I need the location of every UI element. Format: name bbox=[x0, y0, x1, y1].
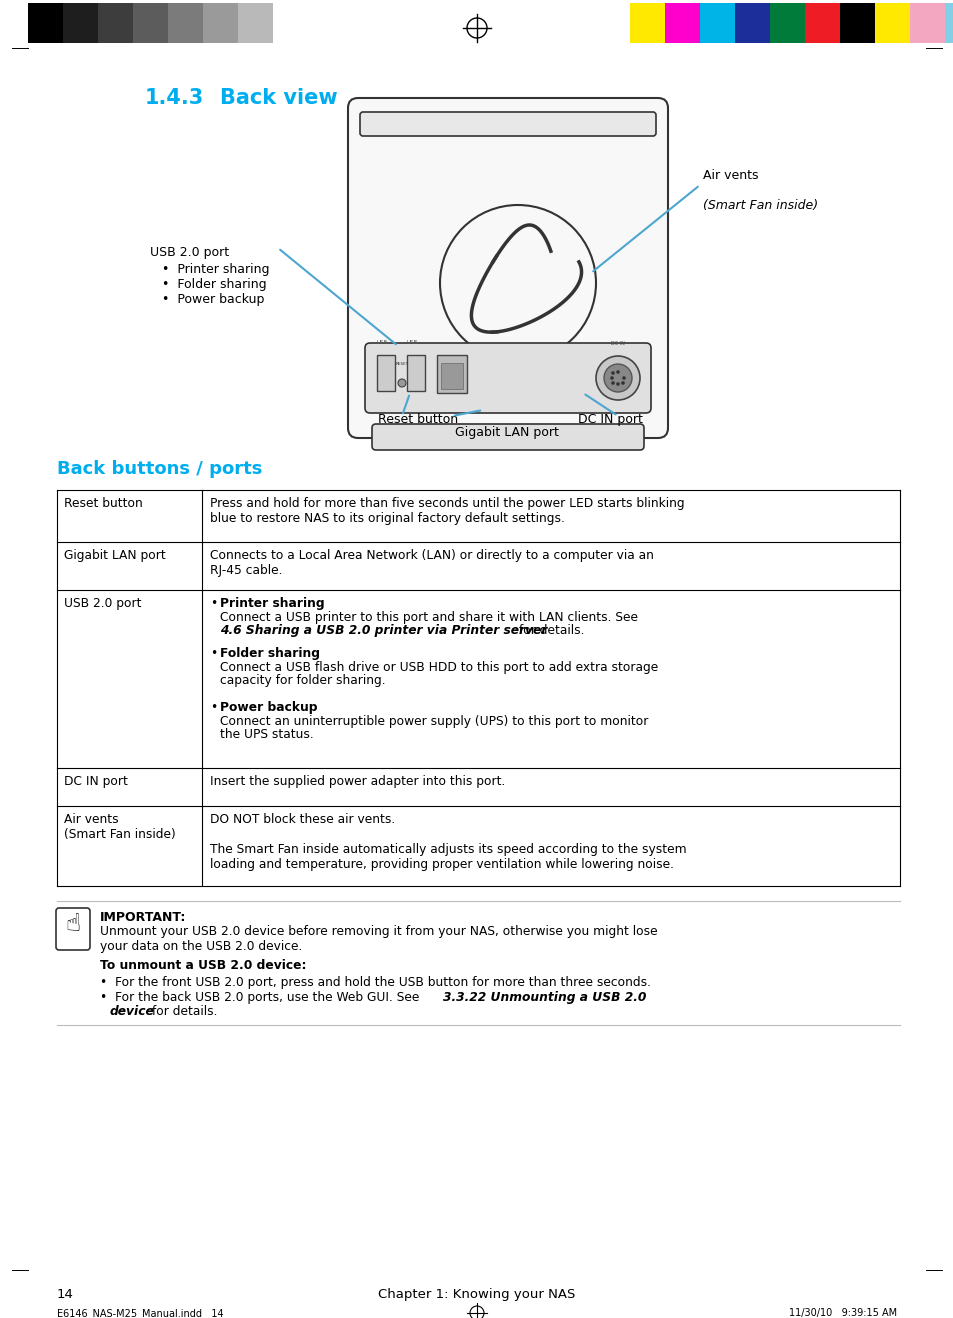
Text: USB: USB bbox=[406, 340, 417, 345]
Bar bbox=[132, 3, 168, 43]
Text: (Smart Fan inside): (Smart Fan inside) bbox=[702, 199, 818, 212]
Text: Connects to a Local Area Network (LAN) or directly to a computer via an
RJ-45 ca: Connects to a Local Area Network (LAN) o… bbox=[210, 550, 653, 577]
Text: capacity for folder sharing.: capacity for folder sharing. bbox=[220, 673, 385, 687]
Bar bbox=[273, 3, 308, 43]
FancyBboxPatch shape bbox=[348, 98, 667, 438]
Text: •: • bbox=[210, 597, 217, 610]
Text: ☝: ☝ bbox=[66, 912, 81, 936]
Bar bbox=[874, 3, 909, 43]
Text: the UPS status.: the UPS status. bbox=[220, 728, 314, 741]
FancyBboxPatch shape bbox=[436, 355, 467, 393]
Text: Reset button: Reset button bbox=[377, 413, 457, 426]
Text: •  For the front USB 2.0 port, press and hold the USB button for more than three: • For the front USB 2.0 port, press and … bbox=[100, 977, 650, 988]
Bar bbox=[840, 3, 874, 43]
Text: Insert the supplied power adapter into this port.: Insert the supplied power adapter into t… bbox=[210, 775, 505, 788]
Text: Press and hold for more than five seconds until the power LED starts blinking
bl: Press and hold for more than five second… bbox=[210, 497, 684, 525]
Text: Power backup: Power backup bbox=[220, 701, 317, 714]
Circle shape bbox=[611, 381, 614, 385]
Text: IMPORTANT:: IMPORTANT: bbox=[100, 911, 186, 924]
Circle shape bbox=[620, 381, 624, 385]
Bar bbox=[909, 3, 944, 43]
Text: DC IN port: DC IN port bbox=[64, 775, 128, 788]
Text: •: • bbox=[210, 701, 217, 714]
Circle shape bbox=[596, 356, 639, 399]
Text: •  Folder sharing: • Folder sharing bbox=[162, 278, 266, 291]
Text: Folder sharing: Folder sharing bbox=[220, 647, 319, 660]
Bar bbox=[28, 3, 63, 43]
Bar bbox=[98, 3, 132, 43]
FancyBboxPatch shape bbox=[365, 343, 650, 413]
Circle shape bbox=[611, 372, 614, 374]
Text: 4.6 Sharing a USB 2.0 printer via Printer server: 4.6 Sharing a USB 2.0 printer via Printe… bbox=[220, 623, 547, 637]
Text: •  Power backup: • Power backup bbox=[162, 293, 264, 306]
Bar bbox=[734, 3, 769, 43]
Text: Unmount your USB 2.0 device before removing it from your NAS, otherwise you migh: Unmount your USB 2.0 device before remov… bbox=[100, 925, 657, 953]
Text: RESET: RESET bbox=[395, 362, 408, 366]
Text: Air vents: Air vents bbox=[702, 169, 758, 182]
FancyBboxPatch shape bbox=[440, 362, 462, 389]
Circle shape bbox=[616, 370, 619, 374]
Bar bbox=[237, 3, 273, 43]
Text: Connect a USB printer to this port and share it with LAN clients. See: Connect a USB printer to this port and s… bbox=[220, 612, 641, 623]
Text: DO NOT block these air vents.

The Smart Fan inside automatically adjusts its sp: DO NOT block these air vents. The Smart … bbox=[210, 813, 686, 871]
FancyBboxPatch shape bbox=[56, 908, 90, 950]
Bar bbox=[168, 3, 203, 43]
Text: To unmount a USB 2.0 device:: To unmount a USB 2.0 device: bbox=[100, 960, 306, 971]
Text: USB: USB bbox=[376, 340, 387, 345]
Text: Back buttons / ports: Back buttons / ports bbox=[57, 460, 262, 478]
Text: Reset button: Reset button bbox=[64, 497, 143, 510]
Text: 14: 14 bbox=[57, 1288, 73, 1301]
Circle shape bbox=[616, 382, 619, 386]
Text: Air vents
(Smart Fan inside): Air vents (Smart Fan inside) bbox=[64, 813, 175, 841]
Text: 11/30/10   9:39:15 AM: 11/30/10 9:39:15 AM bbox=[788, 1307, 896, 1318]
Bar bbox=[769, 3, 804, 43]
Bar bbox=[203, 3, 237, 43]
FancyBboxPatch shape bbox=[372, 424, 643, 449]
FancyBboxPatch shape bbox=[407, 355, 424, 391]
Bar bbox=[629, 3, 664, 43]
Text: 1.4.3: 1.4.3 bbox=[145, 88, 204, 108]
Circle shape bbox=[397, 380, 406, 387]
Text: DC IN: DC IN bbox=[611, 341, 624, 347]
Text: USB 2.0 port: USB 2.0 port bbox=[150, 246, 229, 260]
Text: Back view: Back view bbox=[220, 88, 337, 108]
Text: USB 2.0 port: USB 2.0 port bbox=[64, 597, 141, 610]
Text: 3.3.22 Unmounting a USB 2.0: 3.3.22 Unmounting a USB 2.0 bbox=[442, 991, 646, 1004]
Text: Connect an uninterruptible power supply (UPS) to this port to monitor: Connect an uninterruptible power supply … bbox=[220, 714, 648, 728]
Text: for details.: for details. bbox=[515, 623, 584, 637]
Text: device: device bbox=[110, 1006, 154, 1017]
Bar bbox=[804, 3, 840, 43]
Circle shape bbox=[621, 376, 625, 380]
Text: for details.: for details. bbox=[148, 1006, 217, 1017]
Bar bbox=[700, 3, 734, 43]
FancyBboxPatch shape bbox=[376, 355, 395, 391]
Text: DC IN port: DC IN port bbox=[578, 413, 642, 426]
Text: Connect a USB flash drive or USB HDD to this port to add extra storage: Connect a USB flash drive or USB HDD to … bbox=[220, 662, 658, 673]
Bar bbox=[664, 3, 700, 43]
Bar bbox=[944, 3, 953, 43]
Text: Printer sharing: Printer sharing bbox=[220, 597, 324, 610]
Text: •  For the back USB 2.0 ports, use the Web GUI. See: • For the back USB 2.0 ports, use the We… bbox=[100, 991, 423, 1004]
Text: Gigabit LAN port: Gigabit LAN port bbox=[455, 426, 558, 439]
Circle shape bbox=[603, 364, 631, 391]
Circle shape bbox=[610, 376, 613, 380]
Text: •  Printer sharing: • Printer sharing bbox=[162, 264, 269, 275]
Bar bbox=[63, 3, 98, 43]
Text: Gigabit LAN port: Gigabit LAN port bbox=[64, 550, 166, 561]
FancyBboxPatch shape bbox=[359, 112, 656, 136]
Text: E6146_NAS-M25_Manual.indd   14: E6146_NAS-M25_Manual.indd 14 bbox=[57, 1307, 223, 1318]
Text: •: • bbox=[210, 647, 217, 660]
Text: Chapter 1: Knowing your NAS: Chapter 1: Knowing your NAS bbox=[378, 1288, 575, 1301]
